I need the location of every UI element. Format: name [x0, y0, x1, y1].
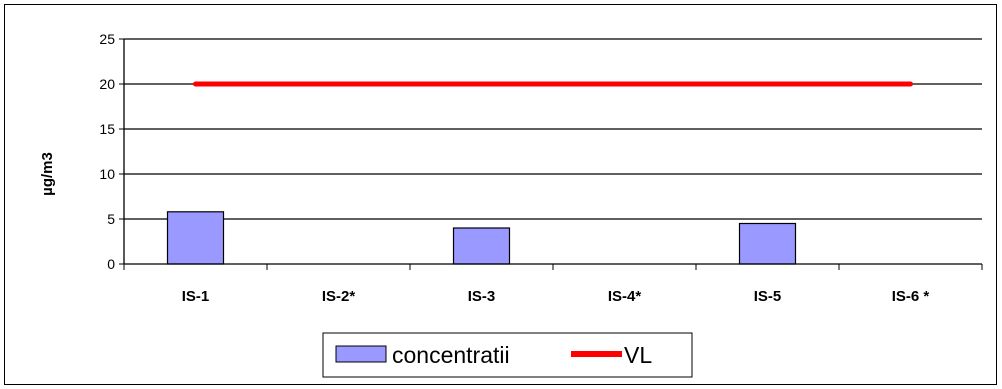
y-tick-label: 25 [99, 31, 115, 47]
y-tick-label: 0 [107, 256, 115, 272]
bar [738, 222, 797, 265]
x-tick-label: IS-3 [468, 288, 496, 305]
x-tick-label: IS-4* [608, 288, 642, 305]
y-axis-label: µg/m3 [39, 152, 56, 196]
bar [166, 211, 225, 265]
y-tick-label: 5 [107, 211, 115, 227]
x-tick-label: IS-5 [754, 288, 782, 305]
x-tick-label: IS-1 [182, 288, 210, 305]
legend: concentratii VL [322, 332, 693, 378]
legend-label-vl: VL [624, 342, 652, 368]
y-tick-label: 15 [99, 121, 115, 137]
legend-swatch-concentratii [335, 345, 387, 363]
x-tick-label: IS-6 * [892, 288, 930, 305]
legend-box [322, 332, 693, 378]
x-tick-label: IS-2* [322, 288, 356, 305]
legend-label-concentratii: concentratii [392, 342, 510, 368]
axes: 0 5 10 15 20 25 IS-1 IS-2* IS-3 IS-4* IS-5 IS-6 * [99, 31, 983, 305]
bar [452, 227, 511, 265]
y-tick-label: 20 [99, 76, 115, 92]
y-tick-label: 10 [99, 166, 115, 182]
bars-group [166, 211, 797, 265]
chart-frame [4, 4, 997, 385]
gridlines [124, 38, 982, 220]
